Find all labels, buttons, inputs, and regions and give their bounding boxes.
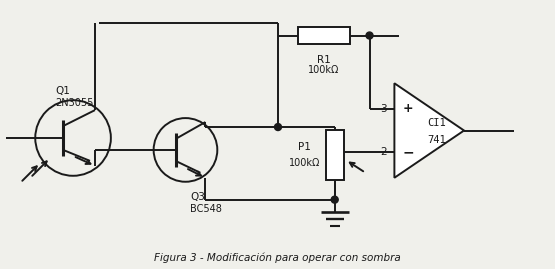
- Text: 100kΩ: 100kΩ: [289, 158, 321, 168]
- Text: CI1: CI1: [427, 118, 446, 128]
- Text: 100kΩ: 100kΩ: [308, 65, 340, 75]
- Bar: [326, 130, 344, 180]
- Text: R1: R1: [317, 55, 331, 65]
- Text: BC548: BC548: [190, 204, 223, 214]
- Circle shape: [275, 123, 281, 130]
- Text: Q3: Q3: [190, 192, 205, 202]
- Text: 741: 741: [427, 136, 446, 146]
- Text: Figura 3 - Modificación para operar con sombra: Figura 3 - Modificación para operar con …: [154, 252, 400, 263]
- Polygon shape: [395, 83, 464, 178]
- Circle shape: [366, 32, 373, 39]
- Text: Q1: Q1: [55, 86, 70, 96]
- Text: +: +: [403, 102, 413, 115]
- Text: 3: 3: [380, 104, 386, 114]
- Text: −: −: [402, 146, 414, 160]
- Text: P1: P1: [299, 142, 311, 152]
- Bar: [298, 27, 350, 44]
- Circle shape: [331, 196, 338, 203]
- Text: 2: 2: [380, 147, 386, 157]
- Text: 2N3055: 2N3055: [55, 98, 94, 108]
